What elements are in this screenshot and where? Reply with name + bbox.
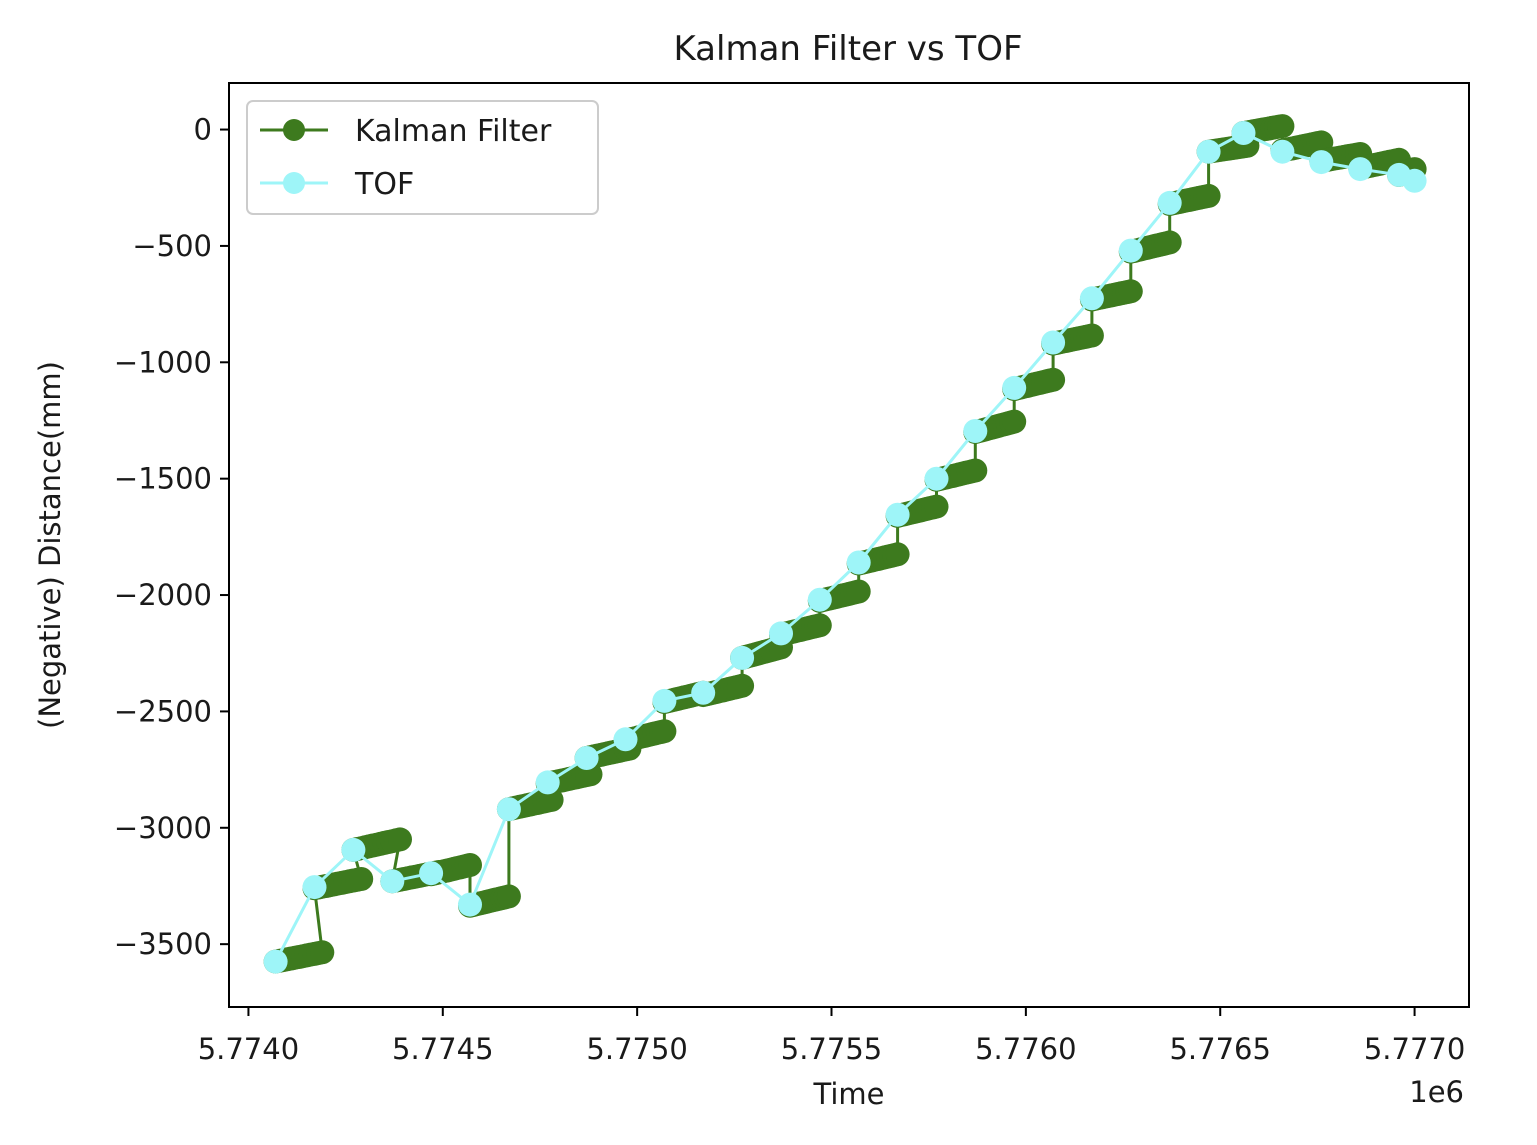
x-tick-label: 5.7745 [392, 1032, 493, 1066]
kalman-filter-point [496, 884, 521, 909]
y-tick-label: −3500 [114, 927, 212, 961]
y-tick-label: −500 [132, 229, 212, 263]
tof-point [963, 419, 988, 443]
tof-point [263, 949, 288, 974]
tof-point [1079, 286, 1104, 311]
tof-point [419, 861, 444, 886]
x-tick-label: 5.7760 [975, 1032, 1076, 1066]
tof-point [1118, 238, 1143, 263]
tof-point [691, 680, 716, 705]
y-tick-label: −2500 [114, 694, 212, 728]
plot-area [263, 114, 1427, 974]
x-tick-label: 5.7755 [781, 1032, 882, 1066]
tof-point [1348, 157, 1373, 182]
tof-point [341, 837, 366, 862]
x-axis-offset-label: 1e6 [1409, 1075, 1464, 1109]
tof-point [652, 688, 677, 713]
kalman-filter-point [807, 613, 832, 638]
tof-point [613, 727, 638, 752]
x-tick-label: 5.7740 [198, 1032, 299, 1066]
legend-box [246, 100, 599, 215]
kalman-filter-point [652, 719, 677, 744]
tof-point [1231, 121, 1256, 145]
tof-point [730, 645, 755, 670]
chart-title: Kalman Filter vs TOF [673, 29, 1022, 69]
x-tick-label: 5.7770 [1364, 1032, 1465, 1066]
tof-point [1041, 330, 1066, 355]
x-axis: 5.7740 5.7745 5.7750 5.7755 5.7760 5.7765 5.77… [198, 1007, 1465, 1066]
axes-frame [228, 82, 1470, 1008]
kalman-filter-point [1118, 279, 1143, 304]
y-tick-label: −2000 [114, 578, 212, 612]
x-tick-label: 5.7750 [586, 1032, 687, 1066]
tof-point [1002, 375, 1027, 400]
x-tick-label: 5.7765 [1169, 1032, 1270, 1066]
legend-tof-label: TOF [354, 167, 414, 202]
tof-point [1157, 190, 1182, 215]
y-axis: 0 −500 −1000 −1500 −2000 −2500 −3000 −3500 [114, 113, 229, 961]
tof-point [380, 869, 405, 894]
legend: Kalman Filter TOF [246, 100, 599, 215]
kalman-filter-point [1196, 183, 1221, 208]
kalman-filter-point [388, 827, 412, 852]
tof-point [769, 621, 793, 646]
tof-point [1196, 139, 1221, 164]
tof-point [885, 502, 910, 527]
y-axis-label: (Negative) Distance(mm) [33, 361, 67, 729]
kalman-filter-point [1041, 367, 1066, 392]
tof-point [496, 797, 521, 822]
kalman-filter-point [885, 542, 910, 567]
kalman-filter-point [1270, 114, 1295, 139]
tof-point [458, 892, 482, 917]
tof-point [807, 587, 832, 612]
kalman-filter-point [1079, 323, 1104, 348]
kalman-filter-point [1157, 230, 1182, 255]
kalman-filter-point [349, 867, 374, 891]
tof-point [574, 746, 599, 770]
kalman-filter-point [924, 494, 949, 519]
tof-point [535, 770, 560, 795]
y-tick-label: −1000 [114, 345, 212, 379]
tof-point [1270, 139, 1295, 164]
kalman-filter-point [310, 940, 335, 965]
y-tick-label: −3000 [114, 811, 212, 845]
kalman-filter-point [963, 458, 988, 483]
kalman-filter-point [730, 673, 755, 698]
kalman-filter-point [846, 579, 871, 604]
tof-point [924, 466, 949, 491]
legend-tof-marker [283, 172, 305, 194]
tof-point [846, 550, 871, 575]
kalman-filter-point [1002, 409, 1027, 434]
y-tick-label: 0 [194, 113, 212, 147]
legend-kalman-label: Kalman Filter [355, 114, 552, 149]
tof-point [1402, 168, 1427, 193]
legend-kalman-marker [283, 119, 305, 141]
tof-point [302, 875, 327, 900]
y-tick-label: −1500 [114, 462, 212, 496]
kalman-filter-point [458, 853, 482, 877]
x-axis-label: Time [813, 1077, 885, 1111]
tof-point [1309, 150, 1334, 175]
